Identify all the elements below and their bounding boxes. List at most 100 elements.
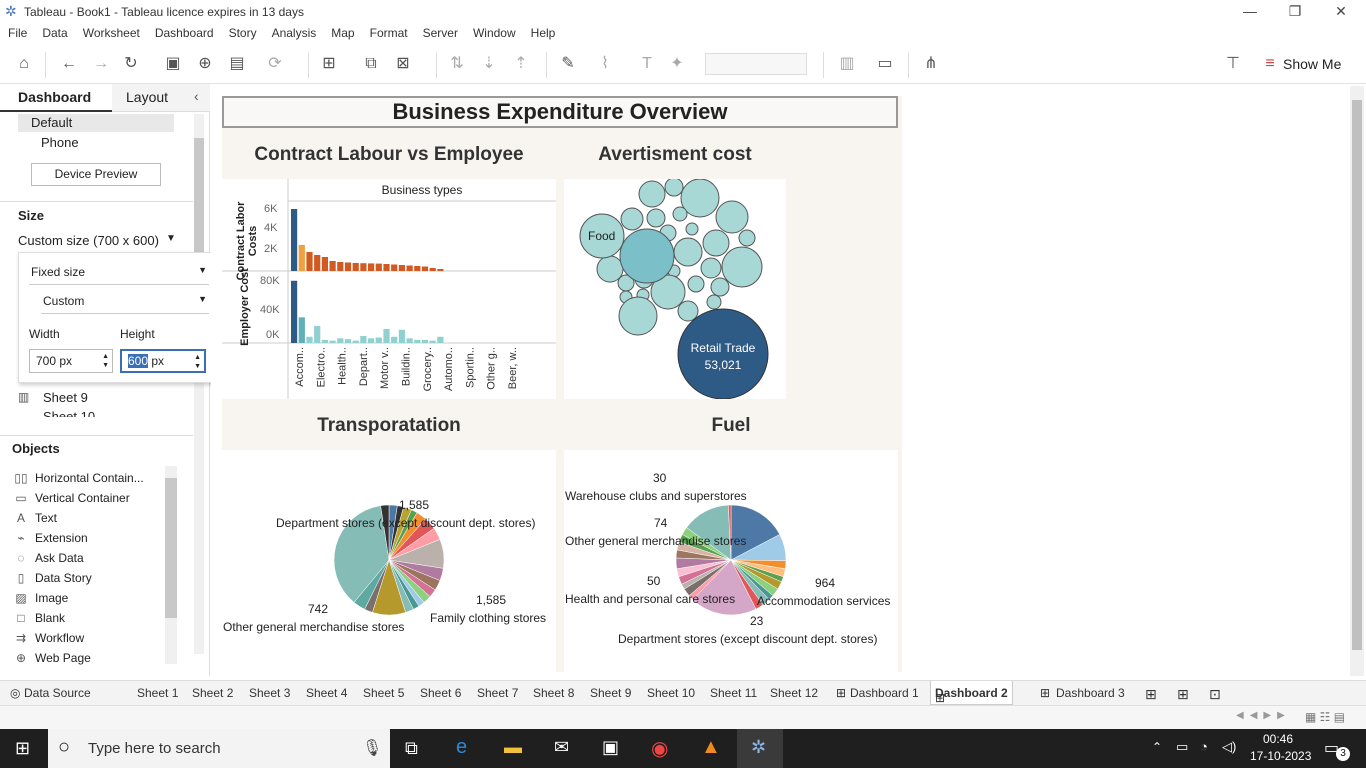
pie-slice[interactable] [333, 505, 390, 603]
tab-sheet-6[interactable]: Sheet 6 [420, 686, 462, 700]
tableau-taskbar-button[interactable]: ✲ [737, 729, 783, 768]
employer-cost-bar[interactable] [375, 337, 382, 343]
tab-sheet-1[interactable]: Sheet 1 [137, 686, 179, 700]
tab-sheet-7[interactable]: Sheet 7 [477, 686, 519, 700]
contract-labor-bar[interactable] [298, 245, 305, 271]
share-icon[interactable]: ⋔ [924, 55, 938, 72]
trans-pie-svg[interactable] [222, 450, 556, 672]
device-preview-button[interactable]: Device Preview [31, 163, 161, 186]
text-label-icon[interactable]: T [642, 55, 652, 72]
width-stepper-icon[interactable]: ▲ ▼ [102, 353, 109, 369]
sort-asc-icon[interactable]: ⇣ [482, 55, 496, 72]
menu-file[interactable]: File [8, 26, 28, 40]
tab-layout[interactable]: Layout [126, 89, 169, 105]
contract-labor-bar[interactable] [314, 255, 321, 271]
microphone-icon[interactable]: 🎙 [362, 740, 383, 757]
object-extension[interactable]: ⌁ Extension [12, 528, 87, 548]
tab-sheet-2[interactable]: Sheet 2 [192, 686, 234, 700]
employer-cost-bar[interactable] [398, 329, 405, 343]
duplicate-icon[interactable]: ⧉ [365, 55, 377, 72]
tab-sheet-5[interactable]: Sheet 5 [363, 686, 405, 700]
pause-updates-icon[interactable]: ▤ [229, 55, 245, 72]
taskbar-search[interactable]: ○ Type here to search 🎙 [48, 729, 390, 768]
contract-labor-bar[interactable] [291, 209, 298, 271]
menu-format[interactable]: Format [369, 26, 408, 40]
contract-labor-bar[interactable] [344, 262, 352, 272]
show-me-icon[interactable]: ≡ [1265, 55, 1275, 72]
windows-start-icon[interactable]: ⊞ [15, 738, 31, 758]
contract-labor-bar[interactable] [414, 266, 421, 271]
employer-cost-bar[interactable] [352, 340, 359, 343]
contract-labor-bar[interactable] [352, 263, 359, 271]
object-vertical-container[interactable]: ▭ Vertical Container [12, 488, 129, 508]
objects-scrollbar[interactable] [165, 466, 177, 664]
fuel-pie-chart[interactable]: 30 Warehouse clubs and superstores 74 Ot… [564, 450, 898, 672]
menu-window[interactable]: Window [472, 26, 516, 40]
employer-cost-bar[interactable] [368, 338, 375, 343]
tab-sheet-4[interactable]: Sheet 4 [306, 686, 348, 700]
contract-labor-bar[interactable] [368, 263, 375, 271]
employer-cost-bar[interactable] [406, 338, 413, 343]
home-icon[interactable]: ⌂ [19, 55, 29, 72]
size-dropdown[interactable]: Custom size (700 x 600) [18, 233, 159, 248]
employer-cost-bar[interactable] [321, 339, 328, 343]
tab-sheet-12[interactable]: Sheet 12 [770, 686, 819, 700]
object-horizontal-container[interactable]: ▯▯ Horizontal Contain... [12, 468, 143, 488]
show-me-button[interactable]: Show Me [1283, 56, 1342, 72]
new-story-tab-icon[interactable]: ⊡ [1209, 686, 1221, 702]
adv-bubble-chart[interactable]: Food Retail Trade 53,021 [564, 177, 786, 400]
redo-icon[interactable]: → [93, 55, 109, 72]
contract-labor-bar[interactable] [421, 266, 429, 272]
highlight-icon[interactable]: ✎ [561, 55, 575, 72]
contract-labor-bar[interactable] [437, 269, 444, 271]
tab-sheet-10[interactable]: Sheet 10 [647, 686, 696, 700]
contract-labor-bar[interactable] [321, 257, 328, 271]
object-ask-data[interactable]: ◌ Ask Data [12, 548, 83, 568]
tab-sheet-9[interactable]: Sheet 9 [590, 686, 632, 700]
size-chevron-down-icon[interactable]: ▼ [166, 233, 176, 244]
new-worksheet-icon[interactable]: ⊞ [322, 55, 336, 72]
contract-labor-bar[interactable] [383, 264, 390, 271]
task-view-icon[interactable]: ⧉ [405, 738, 418, 758]
object-text[interactable]: A Text [12, 508, 57, 528]
sheet-10-item[interactable]: Sheet 10 [43, 409, 96, 417]
canvas-scrollbar[interactable] [1350, 86, 1364, 676]
object-blank[interactable]: □ Blank [12, 608, 65, 628]
tab-navigation-icon[interactable]: ◀◀▶▶ [1236, 710, 1291, 721]
menu-story[interactable]: Story [228, 26, 257, 40]
object-web-page[interactable]: ⊕ Web Page [12, 648, 91, 668]
device-default[interactable]: Default [31, 115, 73, 130]
labour-chart[interactable]: Accom.. Electro.. Health.. Depart.. Motor v.… [222, 179, 556, 399]
width-input[interactable]: 700 px ▲ ▼ [29, 349, 113, 373]
object-image[interactable]: ▨ Image [12, 588, 68, 608]
employer-cost-bar[interactable] [344, 339, 352, 343]
tab-data-source[interactable]: Data Source [24, 686, 91, 700]
contract-labor-bar[interactable] [429, 268, 436, 271]
chrome-icon[interactable]: ◉ [651, 738, 669, 760]
employer-cost-bar[interactable] [291, 280, 298, 343]
object-data-story[interactable]: ▯ Data Story [12, 568, 92, 588]
menu-server[interactable]: Server [422, 26, 458, 40]
save-icon[interactable]: ▣ [165, 55, 181, 72]
employer-cost-bar[interactable] [360, 336, 367, 343]
contract-labor-bar[interactable] [337, 262, 344, 271]
tray-chevron-icon[interactable]: ⌃ [1152, 740, 1163, 754]
store-icon[interactable]: ▣ [602, 737, 620, 757]
undo-icon[interactable]: ← [61, 55, 77, 72]
fit-dropdown[interactable] [705, 53, 807, 75]
pie-slice[interactable] [692, 559, 757, 616]
tab-sheet-11[interactable]: Sheet 11 [710, 686, 758, 700]
show-cards-icon[interactable]: ▥ [839, 55, 855, 72]
contract-labor-bar[interactable] [398, 265, 405, 271]
employer-cost-bar[interactable] [414, 339, 421, 343]
employer-cost-bar[interactable] [429, 340, 436, 343]
volume-icon[interactable]: ◁) [1222, 739, 1237, 754]
clear-sheet-icon[interactable]: ⊠ [396, 55, 410, 72]
tab-sheet-8[interactable]: Sheet 8 [533, 686, 575, 700]
file-explorer-icon[interactable]: ▬ [504, 737, 522, 757]
fixed-size-dropdown[interactable]: Fixed size ▼ [29, 265, 209, 285]
presentation-icon[interactable]: ▭ [877, 55, 893, 72]
clock-date[interactable]: 17-10-2023 [1250, 749, 1312, 763]
close-icon[interactable]: ✕ [1335, 3, 1347, 19]
battery-icon[interactable]: ▭ [1176, 739, 1189, 754]
